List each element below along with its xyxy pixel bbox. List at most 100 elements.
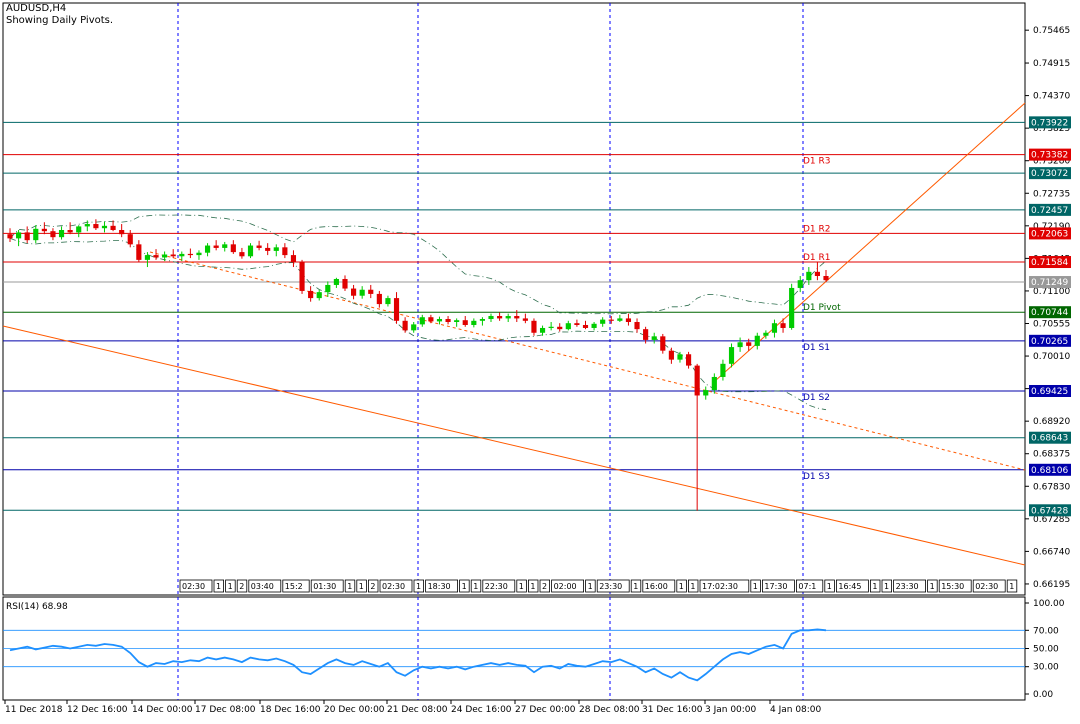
time-stamp-label: 1 bbox=[228, 582, 233, 591]
candle-body bbox=[600, 319, 606, 324]
candle-body bbox=[299, 262, 305, 291]
time-stamp-box bbox=[927, 579, 938, 593]
level-text-label: D1 S2 bbox=[803, 393, 830, 403]
time-stamp-label: 02:00 bbox=[554, 582, 577, 591]
candle-body bbox=[591, 323, 597, 328]
y-tick-label: 0.68920 bbox=[1033, 417, 1070, 427]
candle-body bbox=[668, 350, 674, 360]
y-tick-label: 0.67830 bbox=[1033, 482, 1070, 492]
candle-body bbox=[737, 342, 743, 348]
x-tick-label: 11 Dec 2018 bbox=[5, 705, 63, 715]
time-stamp-box bbox=[344, 579, 356, 593]
level-price-label: 0.71584 bbox=[1031, 258, 1068, 268]
candle-body bbox=[213, 245, 219, 248]
level-price-box bbox=[1029, 148, 1071, 161]
candle-body bbox=[823, 276, 829, 281]
x-tick-label: 17 Dec 08:00 bbox=[195, 705, 256, 715]
candle-body bbox=[273, 247, 279, 251]
candle-body bbox=[471, 320, 477, 325]
candle-body bbox=[539, 327, 546, 333]
time-stamp-box bbox=[310, 579, 344, 593]
x-tick-label: 4 Jan 08:00 bbox=[770, 705, 822, 715]
time-stamp-label: 18:30 bbox=[428, 582, 451, 591]
level-price-box bbox=[1029, 334, 1071, 347]
time-stamp-box bbox=[413, 579, 425, 593]
time-stamp-label: 2 bbox=[542, 582, 547, 591]
level-price-box bbox=[1029, 167, 1071, 180]
time-stamp-box bbox=[482, 579, 516, 593]
level-price-label: 0.69425 bbox=[1031, 387, 1068, 397]
time-stamp-box bbox=[824, 579, 835, 593]
candle-body bbox=[411, 324, 417, 331]
rsi-y-tick-label: 50.00 bbox=[1033, 645, 1059, 655]
candle-body bbox=[720, 363, 726, 377]
y-tick-label: 0.72735 bbox=[1033, 189, 1070, 199]
candle-body bbox=[454, 320, 460, 322]
level-price-box bbox=[1029, 384, 1071, 397]
candle-body bbox=[728, 347, 735, 364]
level-price-label: 0.68106 bbox=[1031, 466, 1068, 476]
candle-body bbox=[230, 244, 236, 253]
level-price-box bbox=[1029, 116, 1071, 129]
trendline-lower bbox=[2, 325, 1026, 566]
candle-body bbox=[557, 326, 563, 330]
candle-body bbox=[565, 323, 571, 330]
candle-body bbox=[497, 316, 503, 319]
time-stamp-label: 2 bbox=[239, 582, 244, 591]
time-stamp-label: 17:02:30 bbox=[702, 582, 738, 591]
rsi-title: RSI(14) 68.98 bbox=[6, 602, 68, 612]
time-stamp-label: 02:30 bbox=[975, 582, 998, 591]
candle-body bbox=[247, 245, 254, 257]
time-stamp-box bbox=[425, 579, 459, 593]
candle-body bbox=[93, 224, 99, 229]
candle-body bbox=[505, 316, 511, 319]
level-price-label: 0.70265 bbox=[1031, 337, 1068, 347]
candle-body bbox=[325, 284, 331, 293]
candle-body bbox=[162, 254, 168, 258]
candle-body bbox=[50, 231, 56, 238]
candle-body bbox=[290, 255, 297, 263]
candle-body bbox=[41, 228, 47, 232]
time-stamp-box bbox=[585, 579, 596, 593]
candle-body bbox=[170, 254, 176, 257]
time-stamp-label: 01:30 bbox=[313, 582, 336, 591]
rsi-y-tick-label: 0.00 bbox=[1033, 690, 1053, 700]
y-tick-label: 0.66740 bbox=[1033, 547, 1070, 557]
x-tick-label: 27 Dec 00:00 bbox=[515, 705, 576, 715]
time-stamp-label: 1 bbox=[347, 582, 352, 591]
time-stamp-label: 1 bbox=[588, 582, 593, 591]
candle-body bbox=[342, 278, 348, 289]
time-stamp-label: 1 bbox=[519, 582, 524, 591]
candle-body bbox=[359, 289, 365, 296]
trendline-rising bbox=[714, 102, 1026, 382]
time-stamp-box bbox=[699, 579, 750, 593]
time-stamp-box bbox=[248, 579, 282, 593]
candle-body bbox=[265, 247, 271, 251]
x-tick-label: 18 Dec 16:00 bbox=[260, 705, 321, 715]
time-stamp-label: 22:30 bbox=[485, 582, 508, 591]
time-stamp-box bbox=[379, 579, 413, 593]
candle-body bbox=[153, 255, 159, 258]
candle-body bbox=[419, 317, 425, 325]
candle-body bbox=[136, 244, 142, 260]
level-price-box bbox=[1029, 227, 1071, 240]
time-stamp-box bbox=[470, 579, 482, 593]
time-stamp-label: 1 bbox=[216, 582, 221, 591]
time-stamp-label: 23:30 bbox=[896, 582, 919, 591]
y-tick-label: 0.73280 bbox=[1033, 157, 1070, 167]
time-stamp-box bbox=[836, 579, 869, 593]
candle-body bbox=[746, 342, 752, 346]
time-stamp-box bbox=[516, 579, 527, 593]
level-price-box bbox=[1029, 306, 1071, 319]
level-price-label: 0.71249 bbox=[1031, 278, 1068, 288]
time-stamp-box bbox=[551, 579, 584, 593]
level-price-box bbox=[1029, 504, 1071, 517]
candle-body bbox=[643, 329, 649, 340]
candle-body bbox=[436, 319, 443, 322]
time-stamp-box bbox=[938, 579, 972, 593]
time-stamp-label: 1 bbox=[679, 582, 684, 591]
candle-body bbox=[385, 298, 391, 305]
candle-body bbox=[196, 252, 202, 256]
x-tick-label: 28 Dec 08:00 bbox=[579, 705, 640, 715]
